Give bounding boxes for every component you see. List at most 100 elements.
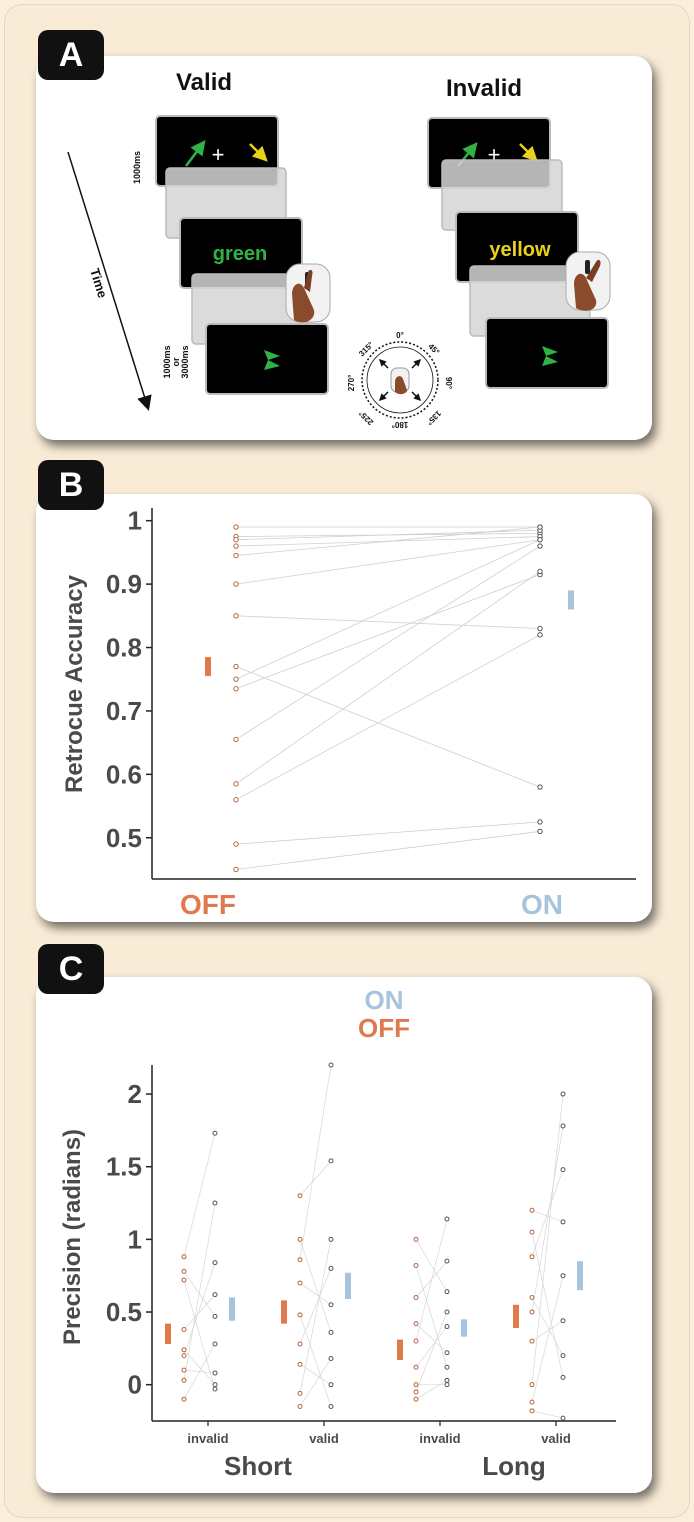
retrocue-word-yellow: yellow: [489, 239, 551, 261]
subject-line: [235, 831, 541, 870]
subject-point-on: [560, 1219, 566, 1225]
subject-point-off: [233, 581, 239, 587]
subject-line: [235, 526, 541, 556]
subject-point-on: [560, 1167, 566, 1173]
dial-label-135: 135°: [425, 409, 443, 427]
subject-line: [235, 571, 541, 785]
dial-label-180: 180°: [392, 420, 409, 429]
subject-line: [299, 1160, 332, 1197]
dial-label-45: 45°: [426, 342, 441, 357]
subject-line: [235, 539, 541, 585]
subject-point-off: [529, 1382, 535, 1388]
panel-b: Retrocue Accuracy 0.5 0.6 0.7 0.8 0.9 1 OFF ON: [36, 494, 652, 922]
subject-line: [531, 1094, 564, 1385]
chart-body: 0.5 0.6 0.7 0.8 0.9 1 OFF ON: [106, 506, 636, 920]
mean-marker: [345, 1282, 351, 1289]
subject-point-off: [233, 736, 239, 743]
subject-point-off: [233, 543, 239, 549]
subject-point-on: [537, 524, 543, 530]
subject-point-on: [212, 1386, 218, 1392]
subject-point-off: [413, 1389, 419, 1395]
subject-line: [183, 1133, 216, 1257]
y-tick-label: 0: [128, 1370, 142, 1400]
subject-point-off: [529, 1229, 535, 1235]
subject-point-off: [233, 841, 239, 847]
y-tick-label: 1: [128, 1224, 142, 1254]
y-axis-label: Retrocue Accuracy: [61, 574, 88, 793]
green-arrow: [185, 140, 206, 167]
subject-point-off: [181, 1367, 187, 1373]
x-condition-label: invalid: [187, 1431, 228, 1446]
subject-line: [531, 1410, 564, 1419]
mean-marker: [229, 1306, 235, 1313]
dial-label-270: 270°: [347, 375, 356, 392]
y-tick-label: 0.5: [106, 823, 142, 853]
subject-point-on: [560, 1273, 566, 1279]
subject-point-on: [560, 1415, 566, 1421]
invalid-sequence: + yellow: [427, 117, 611, 389]
legend-on: ON: [365, 985, 404, 1015]
task-diagram: Valid Invalid Time 1000ms 1000ms or 3000…: [67, 69, 611, 429]
subject-line: [299, 1358, 332, 1407]
subject-point-off: [233, 524, 239, 530]
subject-line: [299, 1314, 332, 1407]
subject-point-off: [181, 1353, 187, 1359]
accuracy-chart: Retrocue Accuracy 0.5 0.6 0.7 0.8 0.9 1 OFF ON: [61, 506, 636, 920]
subject-point-on: [444, 1216, 450, 1222]
yellow-arrow: [249, 143, 268, 162]
chart-body: 0 0.5 1 1.5 2 invalid valid invalid valid: [106, 1062, 616, 1446]
subject-line: [235, 545, 541, 740]
x-condition-label: valid: [541, 1431, 571, 1446]
subject-point-on: [212, 1341, 218, 1347]
panel-label-a: A: [38, 30, 104, 80]
subject-line: [235, 666, 541, 788]
subject-point-on: [560, 1353, 566, 1359]
subject-point-on: [444, 1364, 450, 1370]
subject-point-on: [537, 632, 543, 638]
subject-line: [299, 1064, 332, 1260]
subject-point-on: [537, 784, 543, 790]
dial-label-225: 225°: [357, 409, 375, 427]
subject-point-on: [212, 1313, 218, 1319]
y-tick-label: 1: [128, 506, 142, 536]
subject-point-off: [297, 1236, 303, 1242]
dial-label-90: 90°: [444, 377, 453, 389]
subject-line: [415, 1218, 448, 1342]
subject-point-on: [212, 1370, 218, 1376]
time-label: Time: [87, 266, 110, 299]
subject-line: [299, 1239, 332, 1394]
x-category-label: ON: [521, 889, 563, 920]
subject-point-on: [560, 1374, 566, 1380]
x-category-label: OFF: [180, 889, 236, 920]
subject-line: [531, 1297, 564, 1356]
y-tick-label: 1.5: [106, 1152, 142, 1182]
subject-point-on: [537, 819, 543, 825]
probe-stimulus-invalid: [542, 346, 558, 366]
subject-line: [183, 1294, 216, 1330]
subject-point-off: [181, 1277, 187, 1283]
subject-point-off: [297, 1390, 303, 1396]
subject-point-off: [413, 1382, 419, 1388]
subject-point-off: [529, 1254, 535, 1260]
subject-point-on: [212, 1130, 218, 1136]
subject-point-on: [444, 1309, 450, 1315]
subject-line: [183, 1349, 216, 1385]
subject-point-off: [297, 1193, 303, 1199]
subject-point-off: [413, 1338, 419, 1344]
subject-point-off: [181, 1396, 187, 1402]
subject-point-off: [529, 1309, 535, 1315]
subject-point-off: [413, 1364, 419, 1370]
subject-line: [299, 1364, 332, 1385]
subject-line: [235, 634, 541, 801]
subject-point-off: [413, 1294, 419, 1300]
subject-point-on: [328, 1236, 334, 1242]
mouse-hand-icon-invalid: [565, 251, 611, 311]
subject-point-on: [537, 543, 543, 549]
mean-marker: [281, 1309, 287, 1316]
subject-point-on: [444, 1382, 450, 1388]
y-tick-label: 0.5: [106, 1297, 142, 1327]
subject-point-on: [212, 1200, 218, 1206]
subject-point-on: [444, 1350, 450, 1356]
subject-point-on: [328, 1158, 334, 1164]
subject-point-on: [328, 1403, 334, 1409]
